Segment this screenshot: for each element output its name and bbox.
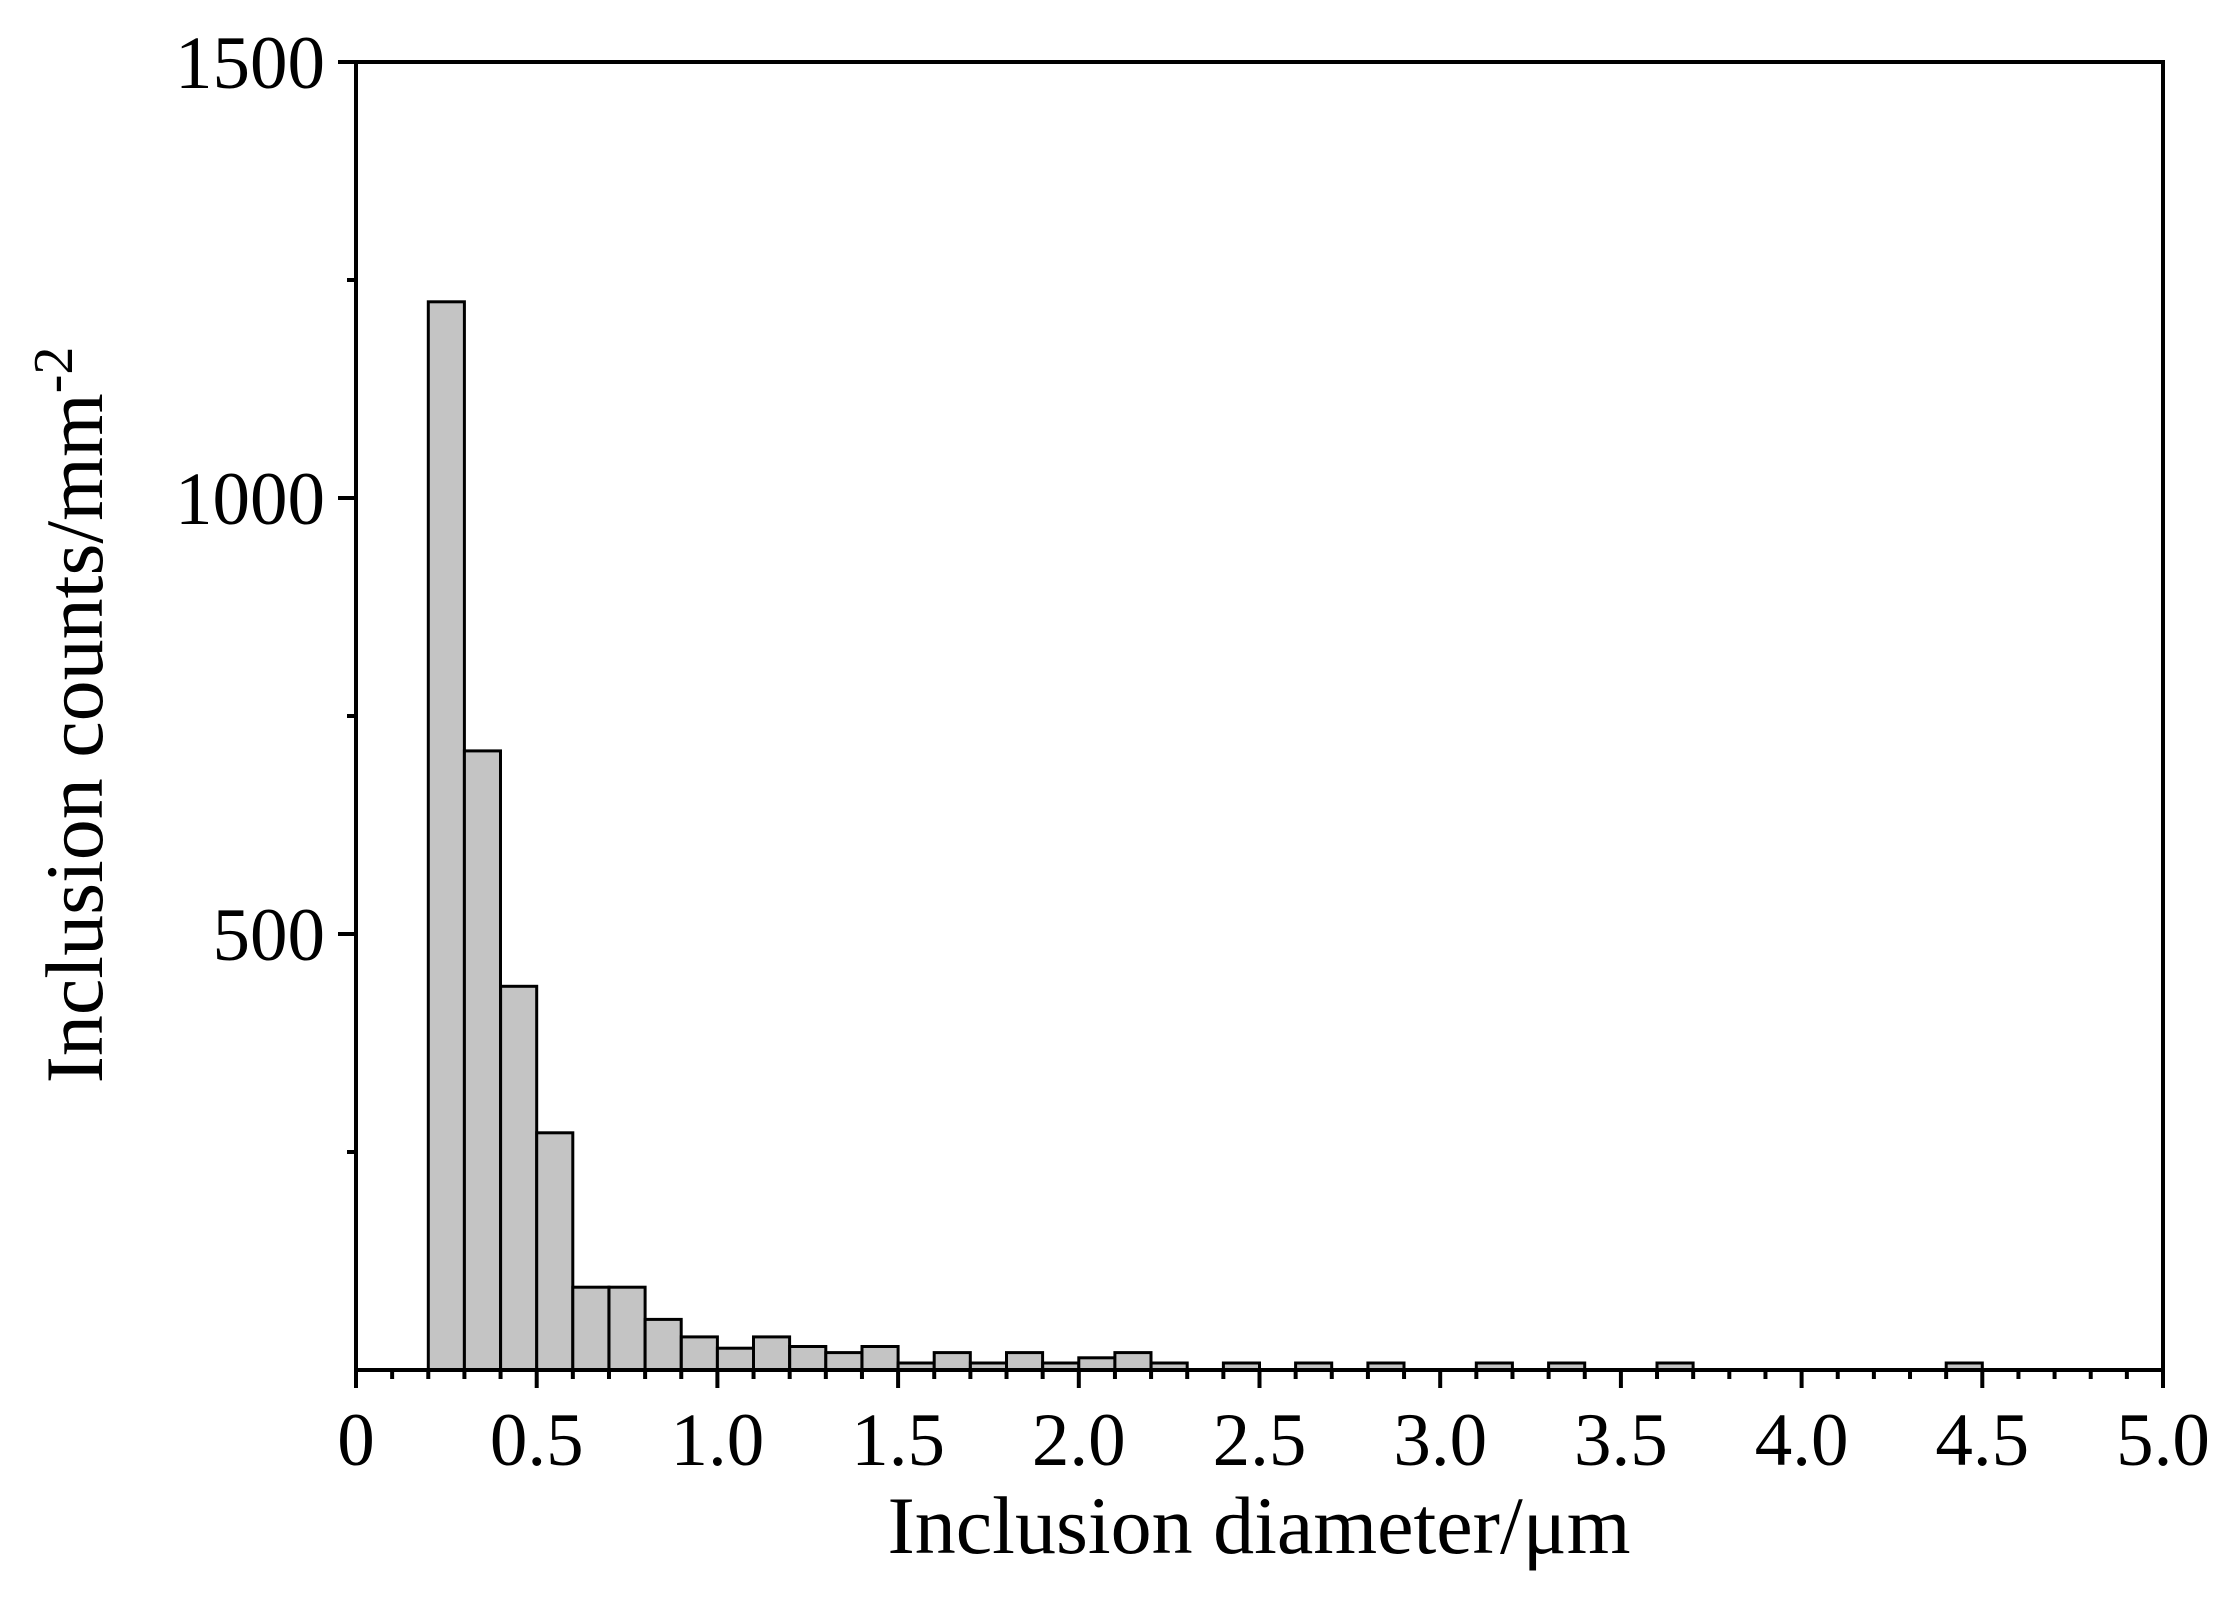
bars-group — [426, 300, 1984, 1372]
bar-19 — [1113, 1351, 1153, 1372]
ticks-group — [338, 60, 2165, 1388]
bar-10 — [788, 1345, 828, 1372]
x-tick-label: 2.5 — [1213, 1399, 1307, 1482]
y-tick-label: 1000 — [175, 458, 325, 541]
y-axis-title-main: Inclusion counts/mm — [29, 393, 120, 1083]
bar-2 — [499, 984, 539, 1372]
x-tick-label: 0 — [337, 1399, 375, 1482]
bar-6 — [643, 1317, 683, 1372]
y-axis-title-superscript: -2 — [23, 347, 85, 394]
bar-7 — [679, 1335, 719, 1372]
x-tick-label: 4.5 — [1935, 1399, 2029, 1482]
bar-1 — [462, 749, 502, 1372]
x-tick-label: 0.5 — [490, 1399, 584, 1482]
x-tick-label: 1.0 — [671, 1399, 765, 1482]
bar-16 — [1005, 1351, 1045, 1372]
bar-9 — [752, 1335, 792, 1372]
x-tick-label: 3.0 — [1393, 1399, 1487, 1482]
x-tick-label: 3.5 — [1574, 1399, 1668, 1482]
y-axis-title: Inclusion counts/mm-2 — [23, 347, 120, 1084]
bar-5 — [607, 1285, 647, 1372]
bar-4 — [571, 1285, 611, 1372]
x-tick-label: 4.0 — [1755, 1399, 1849, 1482]
x-tick-label: 2.0 — [1032, 1399, 1126, 1482]
x-tick-label: 5.0 — [2116, 1399, 2210, 1482]
bar-12 — [860, 1345, 900, 1372]
bar-3 — [535, 1131, 575, 1372]
y-tick-label: 500 — [213, 894, 326, 977]
tick-labels-group: 0 0.5 1.0 1.5 2.0 2.5 3.0 3.5 4.0 4.5 5.0 500 1000 15… — [175, 22, 2210, 1482]
bar-11 — [824, 1351, 864, 1372]
bar-14 — [932, 1351, 972, 1372]
y-tick-label: 1500 — [175, 22, 325, 105]
plot-frame — [354, 60, 2165, 1372]
bar-0 — [426, 300, 466, 1372]
x-tick-label: 1.5 — [851, 1399, 945, 1482]
x-axis-title: Inclusion diameter/μm — [887, 1480, 1630, 1571]
bar-8 — [715, 1346, 756, 1372]
